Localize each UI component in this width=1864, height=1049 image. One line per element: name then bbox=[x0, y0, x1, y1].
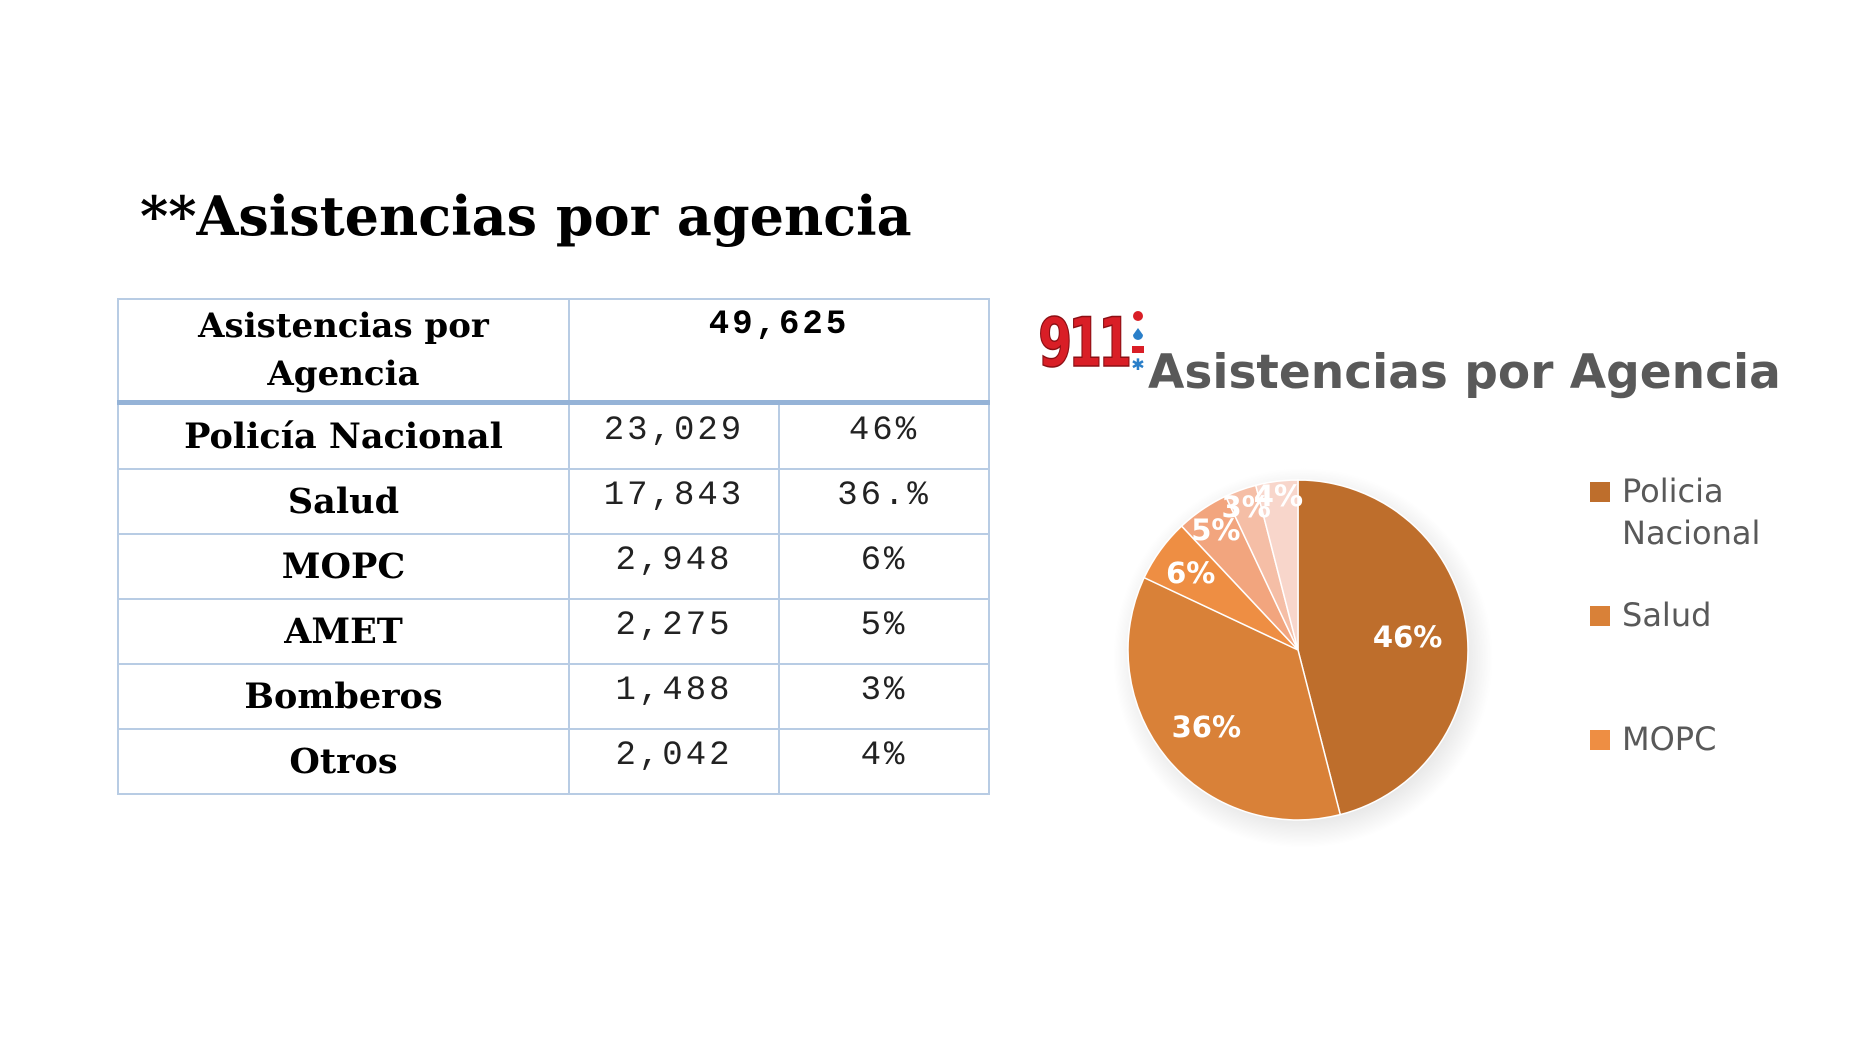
legend-label: Policia Nacional bbox=[1622, 472, 1761, 552]
agency-count: 17,843 bbox=[568, 468, 780, 535]
agency-count: 1,488 bbox=[568, 663, 780, 730]
agency-name: AMET bbox=[117, 598, 570, 665]
legend-label: Salud bbox=[1622, 596, 1712, 634]
pie-data-label: 4% bbox=[1254, 479, 1303, 513]
table-row: Salud 17,843 36.% bbox=[117, 468, 991, 535]
legend-swatch bbox=[1590, 730, 1610, 750]
pie-data-label: 3% bbox=[1222, 490, 1271, 524]
pie-data-label: 36% bbox=[1172, 710, 1241, 744]
chart-title: Asistencias por Agencia bbox=[1148, 345, 1781, 400]
agency-count: 2,275 bbox=[568, 598, 780, 665]
legend-label: MOPC bbox=[1622, 720, 1717, 758]
logo-star-icon: ✱ bbox=[1131, 355, 1144, 372]
pie-data-label: 46% bbox=[1373, 620, 1442, 654]
agency-name: Bomberos bbox=[117, 663, 570, 730]
agency-percent: 3% bbox=[777, 663, 991, 730]
pie-slice-policia-nacional bbox=[1297, 479, 1469, 816]
agency-name: Salud bbox=[117, 468, 570, 535]
legend-swatch bbox=[1590, 482, 1610, 502]
agency-count: 2,948 bbox=[568, 533, 780, 600]
table-row: Bomberos 1,488 3% bbox=[117, 663, 991, 730]
agency-percent: 46% bbox=[777, 401, 991, 470]
table-row: Otros 2,042 4% bbox=[117, 728, 991, 795]
agency-percent: 4% bbox=[777, 728, 991, 795]
agency-count: 2,042 bbox=[568, 728, 780, 795]
pie-slice-salud bbox=[1127, 576, 1342, 821]
pie-data-label: 6% bbox=[1166, 556, 1215, 590]
pie-slice-otros bbox=[1254, 479, 1299, 651]
agency-percent: 6% bbox=[777, 533, 991, 600]
agency-name: MOPC bbox=[117, 533, 570, 600]
pie-data-label: 5% bbox=[1191, 513, 1240, 547]
agency-percent: 36.% bbox=[777, 468, 991, 535]
table-header-row: Asistencias por Agencia 49,625 bbox=[117, 298, 991, 405]
slide-title: **Asistencias por agencia bbox=[140, 184, 912, 248]
pie-chart: 46% 36% 6% 5%3%4% bbox=[1113, 468, 1493, 848]
911-logo: 911 ✱ bbox=[1038, 308, 1145, 372]
logo-drop-icon bbox=[1133, 328, 1143, 340]
table-row: MOPC 2,948 6% bbox=[117, 533, 991, 600]
logo-dot-icon bbox=[1133, 311, 1143, 321]
table-row: AMET 2,275 5% bbox=[117, 598, 991, 665]
logo-text: 911 bbox=[1038, 308, 1129, 372]
logo-vehicle-icon bbox=[1132, 346, 1144, 353]
agency-name: Policía Nacional bbox=[117, 401, 570, 470]
header-label-cell: Asistencias por Agencia bbox=[117, 298, 570, 405]
agency-percent: 5% bbox=[777, 598, 991, 665]
legend-swatch bbox=[1590, 606, 1610, 626]
table-row: Policía Nacional 23,029 46% bbox=[117, 401, 991, 470]
agency-table: Asistencias por Agencia 49,625 Policía N… bbox=[117, 298, 991, 795]
agency-name: Otros bbox=[117, 728, 570, 795]
header-total-cell: 49,625 bbox=[567, 298, 991, 405]
agency-count: 23,029 bbox=[568, 401, 780, 470]
